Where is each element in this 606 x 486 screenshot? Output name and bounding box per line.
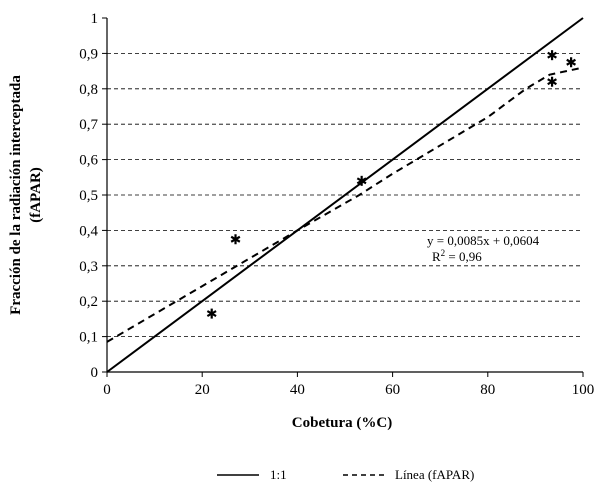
r-squared-exponent: 2 bbox=[441, 248, 446, 258]
series-lines bbox=[106, 17, 584, 373]
marker-stroke bbox=[547, 51, 557, 59]
data-point bbox=[230, 234, 241, 245]
y-tick-labels: 0 0,1 0,2 0,3 0,4 0,5 0,6 0,7 0,8 0,9 1 bbox=[79, 11, 107, 381]
data-point bbox=[206, 308, 217, 319]
marker-stroke bbox=[547, 78, 557, 86]
y-tick-label: 0,2 bbox=[79, 294, 98, 310]
y-tick-label: 0,5 bbox=[79, 188, 98, 204]
y-tick-label: 0,6 bbox=[79, 153, 98, 169]
data-points bbox=[206, 50, 576, 319]
y-tick-label: 0,9 bbox=[79, 46, 98, 62]
y-tick-label: 0 bbox=[91, 365, 99, 381]
regression-equation: y = 0,0085x + 0,0604 bbox=[427, 233, 540, 248]
x-tick-labels: 0 20 40 60 80 100 bbox=[103, 372, 594, 398]
y-tick-label: 1 bbox=[91, 11, 99, 27]
x-tick-label: 40 bbox=[290, 382, 305, 398]
y-axis-title-line1: Fracción de la radiación interceptada bbox=[8, 75, 24, 315]
y-tick-label: 0,3 bbox=[79, 259, 98, 275]
marker-stroke bbox=[206, 310, 217, 318]
data-point bbox=[356, 175, 367, 186]
y-tick-label: 0,1 bbox=[79, 330, 98, 346]
x-tick-label: 0 bbox=[103, 382, 111, 398]
r-squared: R2 = 0,96 bbox=[432, 248, 482, 264]
r-squared-prefix: R bbox=[432, 249, 441, 264]
data-point bbox=[547, 50, 557, 61]
legend: 1:1 Línea (fAPAR) bbox=[217, 467, 474, 482]
r-squared-value: = 0,96 bbox=[445, 249, 482, 264]
trend-line bbox=[106, 66, 584, 343]
x-axis-title: Cobetura (%C) bbox=[292, 415, 392, 431]
x-tick-label: 100 bbox=[572, 382, 595, 398]
legend-label-1to1: 1:1 bbox=[270, 467, 287, 482]
y-axis-title-line2: (fAPAR) bbox=[28, 167, 44, 223]
marker-stroke bbox=[566, 58, 576, 66]
x-tick-label: 20 bbox=[195, 382, 210, 398]
legend-label-trend: Línea (fAPAR) bbox=[395, 467, 474, 482]
marker-stroke bbox=[356, 177, 367, 185]
data-point bbox=[566, 57, 576, 68]
y-tick-label: 0,8 bbox=[79, 82, 98, 98]
marker-stroke bbox=[230, 235, 241, 243]
x-tick-label: 80 bbox=[480, 382, 495, 398]
x-tick-label: 60 bbox=[385, 382, 400, 398]
one-to-one-line bbox=[106, 17, 584, 373]
y-tick-label: 0,7 bbox=[79, 117, 98, 133]
data-point bbox=[547, 76, 557, 87]
y-tick-label: 0,4 bbox=[79, 223, 98, 239]
